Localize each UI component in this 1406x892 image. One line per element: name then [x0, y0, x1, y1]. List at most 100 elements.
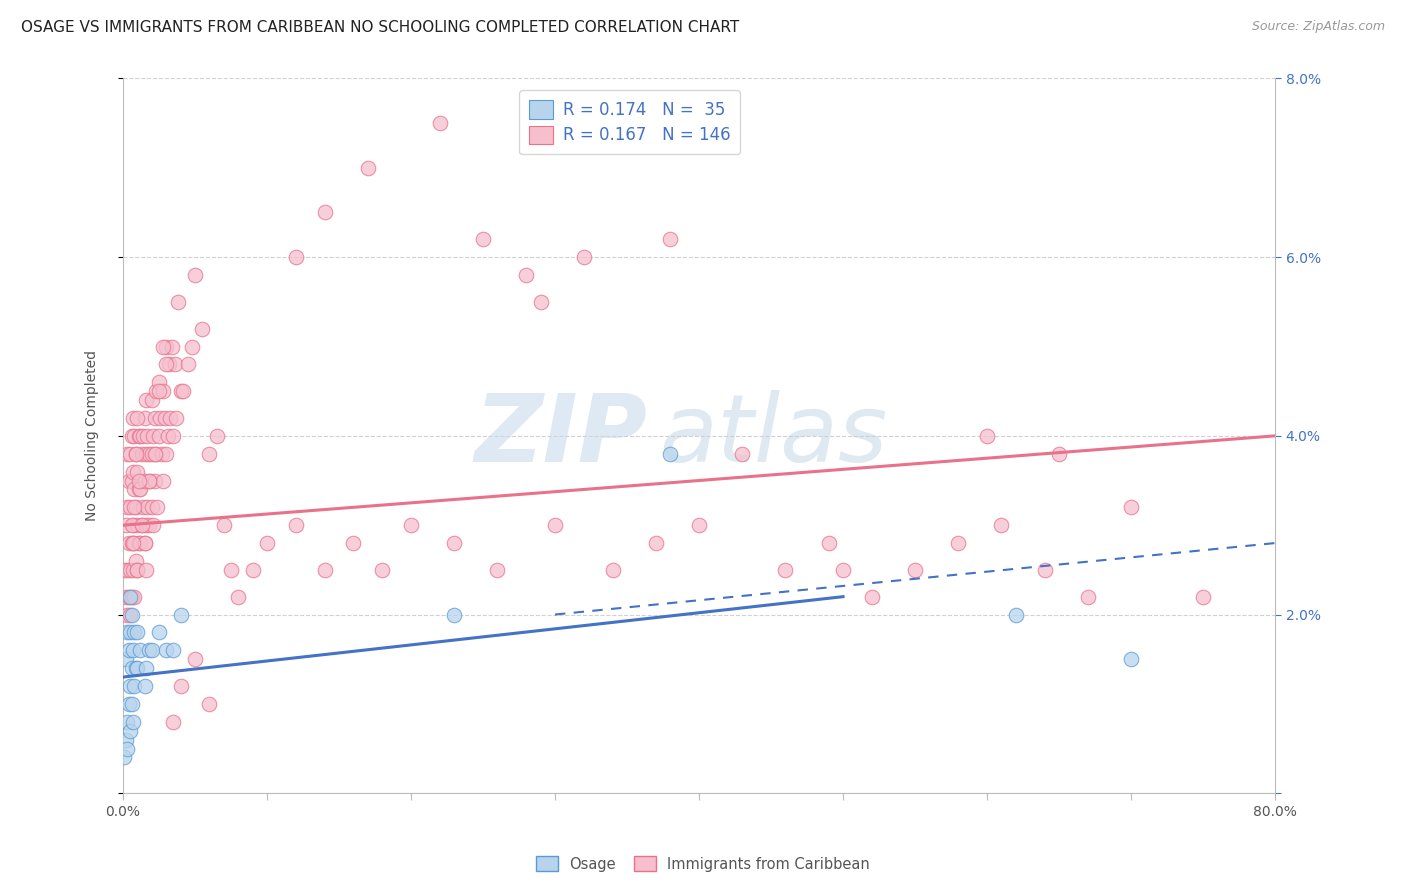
- Point: [120, 679, 142, 693]
- Point: [162, 714, 184, 729]
- Point: [284, 518, 307, 533]
- Point: [121, 590, 143, 604]
- Point: [152, 384, 174, 399]
- Point: [1033, 563, 1056, 577]
- Point: [152, 339, 174, 353]
- Point: [121, 697, 143, 711]
- Point: [121, 474, 143, 488]
- Point: [121, 429, 143, 443]
- Point: [148, 376, 170, 390]
- Point: [124, 500, 146, 515]
- Point: [115, 563, 138, 577]
- Point: [775, 563, 797, 577]
- Point: [1121, 652, 1143, 666]
- Point: [115, 741, 138, 756]
- Point: [515, 268, 537, 282]
- Point: [544, 518, 567, 533]
- Point: [132, 500, 155, 515]
- Point: [160, 339, 183, 353]
- Point: [429, 116, 451, 130]
- Point: [120, 625, 142, 640]
- Point: [121, 518, 143, 533]
- Point: [115, 714, 138, 729]
- Point: [114, 732, 136, 747]
- Point: [132, 429, 155, 443]
- Point: [142, 518, 165, 533]
- Point: [191, 321, 214, 335]
- Point: [644, 536, 666, 550]
- Point: [148, 625, 170, 640]
- Point: [115, 500, 138, 515]
- Point: [114, 652, 136, 666]
- Point: [122, 536, 145, 550]
- Point: [486, 563, 509, 577]
- Point: [155, 339, 177, 353]
- Point: [181, 339, 204, 353]
- Point: [125, 661, 148, 675]
- Point: [124, 536, 146, 550]
- Point: [120, 723, 142, 738]
- Point: [152, 474, 174, 488]
- Point: [127, 563, 149, 577]
- Point: [602, 563, 624, 577]
- Point: [112, 750, 135, 764]
- Point: [115, 447, 138, 461]
- Point: [118, 697, 141, 711]
- Point: [122, 411, 145, 425]
- Point: [120, 447, 142, 461]
- Point: [134, 536, 156, 550]
- Point: [357, 161, 380, 175]
- Point: [155, 643, 177, 657]
- Point: [342, 536, 364, 550]
- Text: OSAGE VS IMMIGRANTS FROM CARIBBEAN NO SCHOOLING COMPLETED CORRELATION CHART: OSAGE VS IMMIGRANTS FROM CARIBBEAN NO SC…: [21, 20, 740, 35]
- Point: [143, 474, 166, 488]
- Point: [155, 357, 177, 371]
- Point: [134, 474, 156, 488]
- Point: [904, 563, 927, 577]
- Point: [128, 483, 150, 497]
- Point: [122, 643, 145, 657]
- Point: [135, 393, 157, 408]
- Point: [131, 518, 153, 533]
- Point: [976, 429, 998, 443]
- Point: [120, 500, 142, 515]
- Point: [138, 474, 160, 488]
- Point: [157, 357, 180, 371]
- Point: [131, 518, 153, 533]
- Point: [141, 500, 163, 515]
- Point: [688, 518, 710, 533]
- Point: [128, 474, 150, 488]
- Point: [731, 447, 754, 461]
- Point: [1077, 590, 1099, 604]
- Point: [156, 429, 179, 443]
- Point: [162, 429, 184, 443]
- Point: [127, 465, 149, 479]
- Point: [127, 625, 149, 640]
- Point: [139, 474, 162, 488]
- Point: [120, 607, 142, 622]
- Point: [529, 294, 551, 309]
- Point: [141, 393, 163, 408]
- Point: [115, 625, 138, 640]
- Point: [166, 294, 188, 309]
- Point: [256, 536, 278, 550]
- Point: [169, 679, 191, 693]
- Point: [124, 429, 146, 443]
- Point: [125, 447, 148, 461]
- Point: [138, 518, 160, 533]
- Point: [149, 411, 172, 425]
- Point: [990, 518, 1012, 533]
- Point: [163, 357, 186, 371]
- Point: [125, 500, 148, 515]
- Point: [118, 474, 141, 488]
- Point: [177, 357, 200, 371]
- Point: [443, 536, 465, 550]
- Point: [153, 411, 176, 425]
- Point: [136, 500, 159, 515]
- Point: [122, 563, 145, 577]
- Point: [399, 518, 422, 533]
- Y-axis label: No Schooling Completed: No Schooling Completed: [86, 351, 100, 521]
- Point: [135, 518, 157, 533]
- Point: [118, 643, 141, 657]
- Point: [127, 563, 149, 577]
